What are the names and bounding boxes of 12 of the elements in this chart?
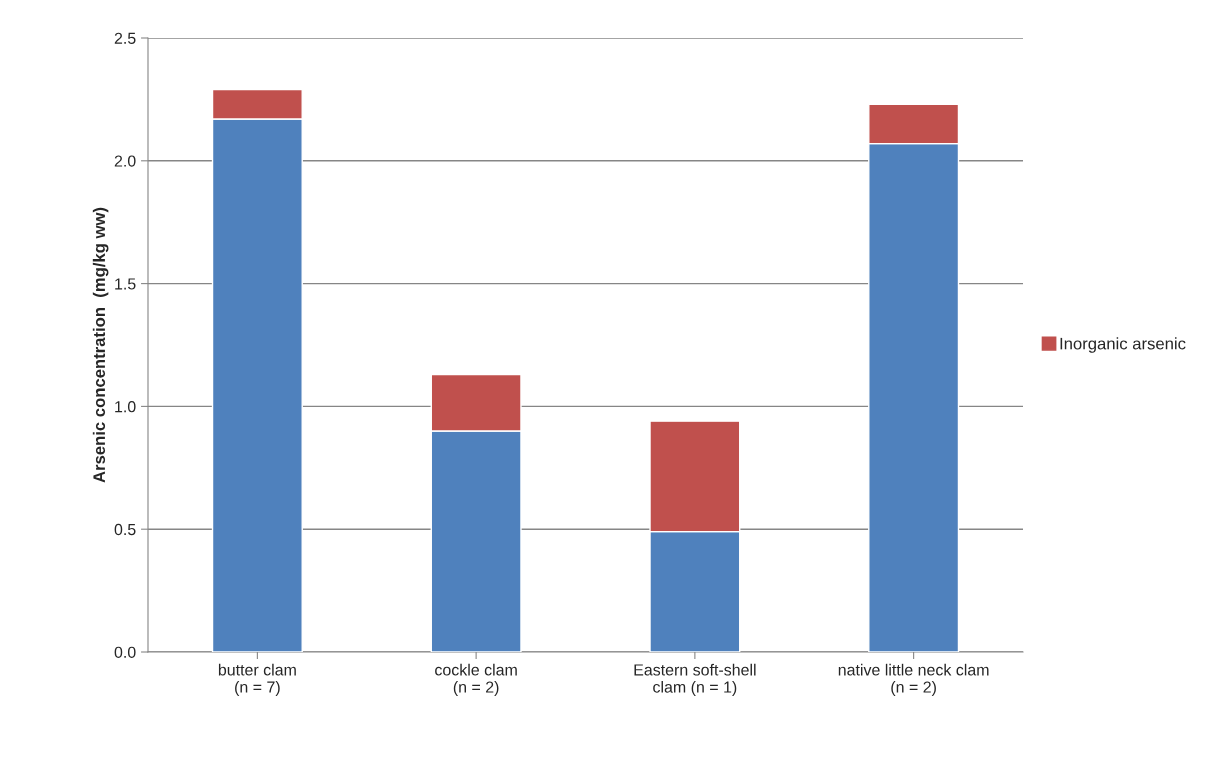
y-tick-label: 0.5 bbox=[114, 523, 136, 536]
x-tick-label: cockle clam (n = 2) bbox=[435, 663, 517, 696]
y-axis-title: Arsenic concentration (mg/kg ww) bbox=[92, 207, 109, 483]
y-tick-label: 2.5 bbox=[114, 32, 136, 44]
y-tick-label: 1.0 bbox=[115, 401, 136, 413]
y-tick-label: 1.5 bbox=[115, 278, 136, 290]
y-tick-label: 2.0 bbox=[114, 155, 136, 167]
x-tick-label: native little neck clam (n = 2) bbox=[838, 663, 989, 696]
y-tick-label: 0.0 bbox=[114, 646, 136, 658]
x-tick-label: butter clam (n = 7) bbox=[218, 663, 296, 696]
x-tick-label: Eastern soft-shell clam (n = 1) bbox=[634, 663, 756, 696]
legend-label: Inorganic arsenic bbox=[1060, 337, 1186, 353]
